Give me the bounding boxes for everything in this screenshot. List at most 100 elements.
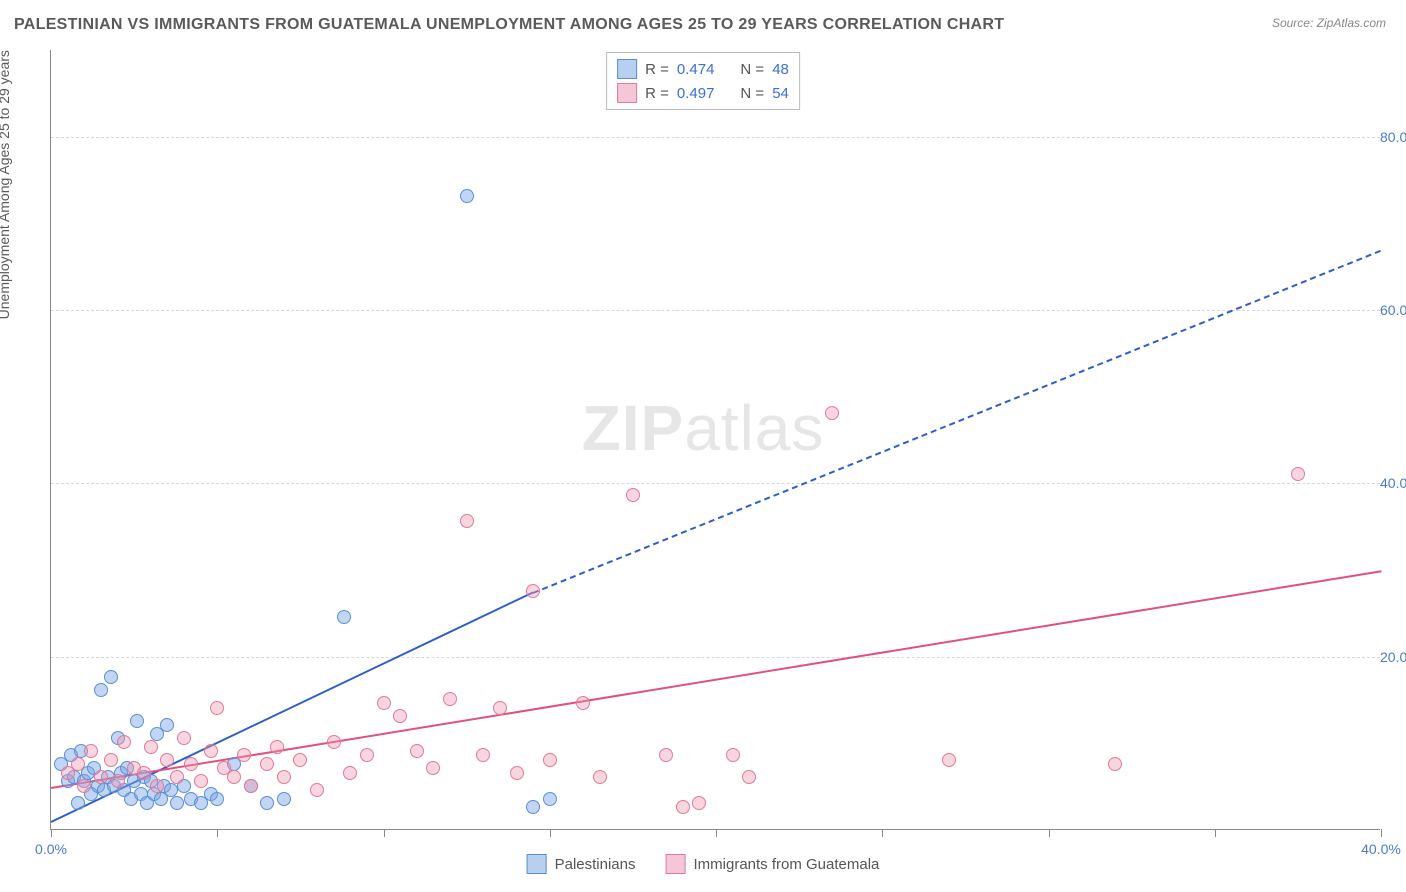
stat-r-label: R = bbox=[645, 85, 669, 102]
data-point bbox=[71, 796, 85, 810]
x-tick-label: 0.0% bbox=[35, 841, 67, 857]
data-point bbox=[410, 744, 424, 758]
y-tick-label: 60.0% bbox=[1380, 302, 1406, 318]
y-tick-label: 80.0% bbox=[1380, 129, 1406, 145]
data-point bbox=[337, 610, 351, 624]
stat-n-label: N = bbox=[740, 85, 764, 102]
data-point bbox=[130, 714, 144, 728]
data-point bbox=[659, 748, 673, 762]
data-point bbox=[204, 744, 218, 758]
legend-label: Palestinians bbox=[555, 856, 636, 873]
data-point bbox=[576, 696, 590, 710]
data-point bbox=[543, 792, 557, 806]
data-point bbox=[177, 731, 191, 745]
data-point bbox=[277, 770, 291, 784]
data-point bbox=[164, 783, 178, 797]
data-point bbox=[94, 770, 108, 784]
data-point bbox=[393, 709, 407, 723]
data-point bbox=[343, 766, 357, 780]
stat-r-value: 0.497 bbox=[677, 85, 715, 102]
data-point bbox=[150, 779, 164, 793]
grid-line bbox=[51, 483, 1380, 484]
legend-swatch bbox=[527, 854, 547, 874]
data-point bbox=[742, 770, 756, 784]
stats-row: R = 0.497 N = 54 bbox=[617, 81, 789, 105]
chart-title: PALESTINIAN VS IMMIGRANTS FROM GUATEMALA… bbox=[14, 16, 1004, 34]
data-point bbox=[526, 800, 540, 814]
data-point bbox=[593, 770, 607, 784]
data-point bbox=[260, 796, 274, 810]
data-point bbox=[84, 744, 98, 758]
stat-n-label: N = bbox=[740, 61, 764, 78]
data-point bbox=[194, 774, 208, 788]
x-tick bbox=[51, 829, 52, 837]
legend-item: Immigrants from Guatemala bbox=[666, 854, 880, 874]
regression-line-dashed bbox=[533, 249, 1382, 593]
data-point bbox=[94, 683, 108, 697]
data-point bbox=[71, 757, 85, 771]
data-point bbox=[111, 774, 125, 788]
stats-box: R = 0.474 N = 48 R = 0.497 N = 54 bbox=[606, 52, 800, 110]
data-point bbox=[426, 761, 440, 775]
data-point bbox=[210, 792, 224, 806]
data-point bbox=[160, 753, 174, 767]
legend-label: Immigrants from Guatemala bbox=[694, 856, 880, 873]
grid-line bbox=[51, 137, 1380, 138]
stat-n-value: 54 bbox=[772, 85, 789, 102]
data-point bbox=[237, 748, 251, 762]
data-point bbox=[244, 779, 258, 793]
data-point bbox=[170, 770, 184, 784]
x-tick bbox=[384, 829, 385, 837]
data-point bbox=[692, 796, 706, 810]
data-point bbox=[676, 800, 690, 814]
data-point bbox=[1108, 757, 1122, 771]
data-point bbox=[526, 584, 540, 598]
data-point bbox=[260, 757, 274, 771]
y-tick-label: 20.0% bbox=[1380, 649, 1406, 665]
source-attribution: Source: ZipAtlas.com bbox=[1272, 16, 1386, 30]
data-point bbox=[137, 766, 151, 780]
data-point bbox=[327, 735, 341, 749]
legend-swatch bbox=[617, 83, 637, 103]
x-tick bbox=[1049, 829, 1050, 837]
data-point bbox=[460, 189, 474, 203]
data-point bbox=[270, 740, 284, 754]
x-tick bbox=[1215, 829, 1216, 837]
x-tick-label: 40.0% bbox=[1361, 841, 1401, 857]
data-point bbox=[144, 740, 158, 754]
data-point bbox=[104, 753, 118, 767]
data-point bbox=[443, 692, 457, 706]
data-point bbox=[377, 696, 391, 710]
data-point bbox=[293, 753, 307, 767]
x-tick bbox=[882, 829, 883, 837]
stat-n-value: 48 bbox=[772, 61, 789, 78]
data-point bbox=[543, 753, 557, 767]
y-axis-label: Unemployment Among Ages 25 to 29 years bbox=[0, 50, 12, 319]
data-point bbox=[104, 670, 118, 684]
data-point bbox=[310, 783, 324, 797]
stat-r-label: R = bbox=[645, 61, 669, 78]
bottom-legend: Palestinians Immigrants from Guatemala bbox=[527, 854, 880, 874]
grid-line bbox=[51, 310, 1380, 311]
data-point bbox=[227, 770, 241, 784]
x-tick bbox=[716, 829, 717, 837]
data-point bbox=[77, 779, 91, 793]
data-point bbox=[360, 748, 374, 762]
x-tick bbox=[217, 829, 218, 837]
stat-r-value: 0.474 bbox=[677, 61, 715, 78]
data-point bbox=[510, 766, 524, 780]
data-point bbox=[476, 748, 490, 762]
grid-line bbox=[51, 657, 1380, 658]
data-point bbox=[825, 406, 839, 420]
data-point bbox=[160, 718, 174, 732]
legend-item: Palestinians bbox=[527, 854, 636, 874]
data-point bbox=[117, 735, 131, 749]
x-tick bbox=[550, 829, 551, 837]
data-point bbox=[726, 748, 740, 762]
data-point bbox=[277, 792, 291, 806]
data-point bbox=[210, 701, 224, 715]
y-tick-label: 40.0% bbox=[1380, 475, 1406, 491]
data-point bbox=[1291, 467, 1305, 481]
stats-row: R = 0.474 N = 48 bbox=[617, 57, 789, 81]
legend-swatch bbox=[617, 59, 637, 79]
